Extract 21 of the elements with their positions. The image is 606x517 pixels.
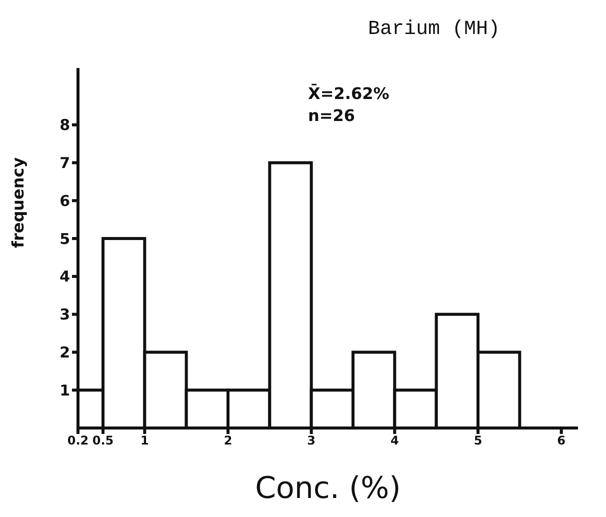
- x-tick-label: 5: [474, 434, 482, 448]
- y-tick-label: 6: [60, 192, 70, 210]
- x-tick-label: 3: [307, 434, 316, 448]
- y-tick-label: 4: [60, 268, 70, 286]
- y-tick-label: 1: [60, 381, 70, 400]
- y-tick-label: 5: [60, 230, 70, 248]
- x-tick-label: 6: [557, 434, 566, 448]
- y-tick-label: 2: [60, 344, 70, 362]
- x-tick-label: 2: [224, 434, 232, 448]
- y-tick-label: 3: [60, 306, 70, 324]
- x-tick-label: 0.5: [92, 434, 114, 448]
- x-axis-title: Conc. (%): [255, 471, 401, 506]
- y-axis-title: frequency: [8, 156, 28, 248]
- chart-title: Barium (MH): [368, 18, 500, 41]
- x-tick-label: 1: [140, 434, 149, 448]
- x-tick-label: 0.2: [67, 434, 89, 448]
- annotation: n=26: [308, 105, 356, 127]
- y-tick-label: 7: [60, 154, 70, 172]
- x-tick-label: 4: [390, 434, 399, 448]
- annotation: X̄=2.62%: [308, 83, 390, 105]
- y-tick-label: 8: [60, 116, 70, 134]
